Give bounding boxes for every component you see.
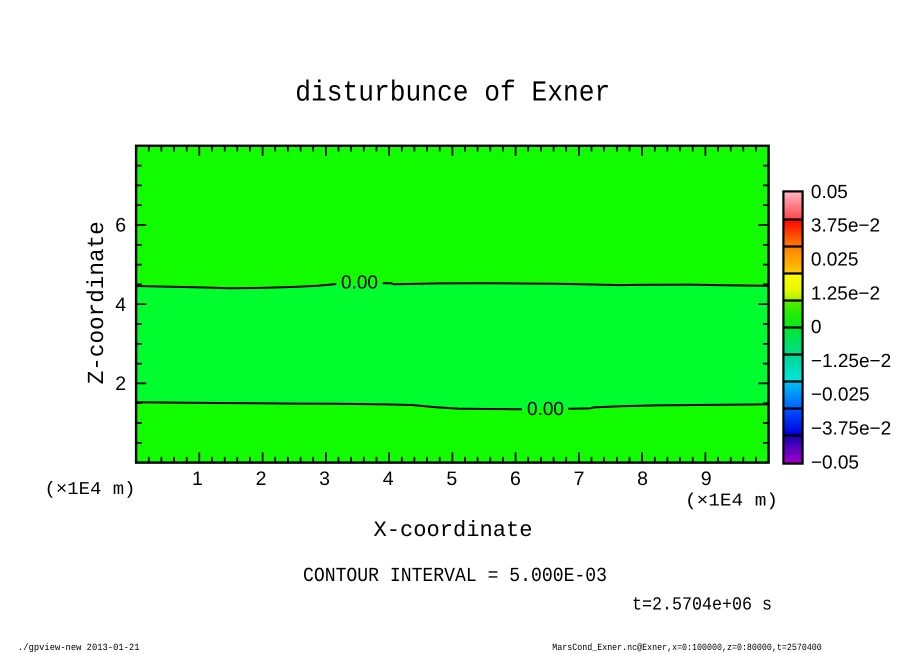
svg-text:3.75e−2: 3.75e−2 <box>811 216 880 237</box>
svg-text:0.00: 0.00 <box>527 399 564 420</box>
svg-text:6: 6 <box>510 468 521 490</box>
svg-text:−0.05: −0.05 <box>811 452 859 473</box>
svg-text:6: 6 <box>115 215 126 237</box>
svg-text:4: 4 <box>115 294 126 316</box>
svg-text:0.025: 0.025 <box>811 250 859 271</box>
svg-text:−3.75e−2: −3.75e−2 <box>811 419 891 440</box>
svg-text:X-coordinate: X-coordinate <box>374 518 533 543</box>
svg-text:./gpview-new 2013-01-21: ./gpview-new 2013-01-21 <box>18 642 140 653</box>
svg-text:Z-coordinate: Z-coordinate <box>84 221 110 384</box>
svg-text:2: 2 <box>256 468 267 490</box>
svg-text:0.05: 0.05 <box>811 182 848 203</box>
svg-text:4: 4 <box>383 468 394 490</box>
svg-text:1.25e−2: 1.25e−2 <box>811 283 880 304</box>
svg-text:0: 0 <box>811 317 822 338</box>
svg-text:7: 7 <box>574 468 585 490</box>
svg-text:(×1E4 m): (×1E4 m) <box>685 492 778 512</box>
svg-text:5: 5 <box>446 468 457 490</box>
svg-text:−1.25e−2: −1.25e−2 <box>811 351 891 372</box>
svg-text:(×1E4 m): (×1E4 m) <box>45 480 136 500</box>
svg-text:2: 2 <box>115 373 126 395</box>
svg-text:9: 9 <box>701 468 712 490</box>
svg-text:disturbunce of Exner: disturbunce of Exner <box>295 77 610 110</box>
svg-text:1: 1 <box>192 468 203 490</box>
svg-text:3: 3 <box>319 468 330 490</box>
svg-text:−0.025: −0.025 <box>811 385 870 406</box>
svg-text:8: 8 <box>637 468 648 490</box>
svg-text:t=2.5704e+06 s: t=2.5704e+06 s <box>632 595 772 616</box>
svg-text:0.00: 0.00 <box>341 273 378 294</box>
svg-text:MarsCond_Exner.nc@Exner,x=0:10: MarsCond_Exner.nc@Exner,x=0:100000,z=0:8… <box>552 642 822 653</box>
svg-text:CONTOUR INTERVAL = 5.000E-03: CONTOUR INTERVAL = 5.000E-03 <box>303 565 607 588</box>
